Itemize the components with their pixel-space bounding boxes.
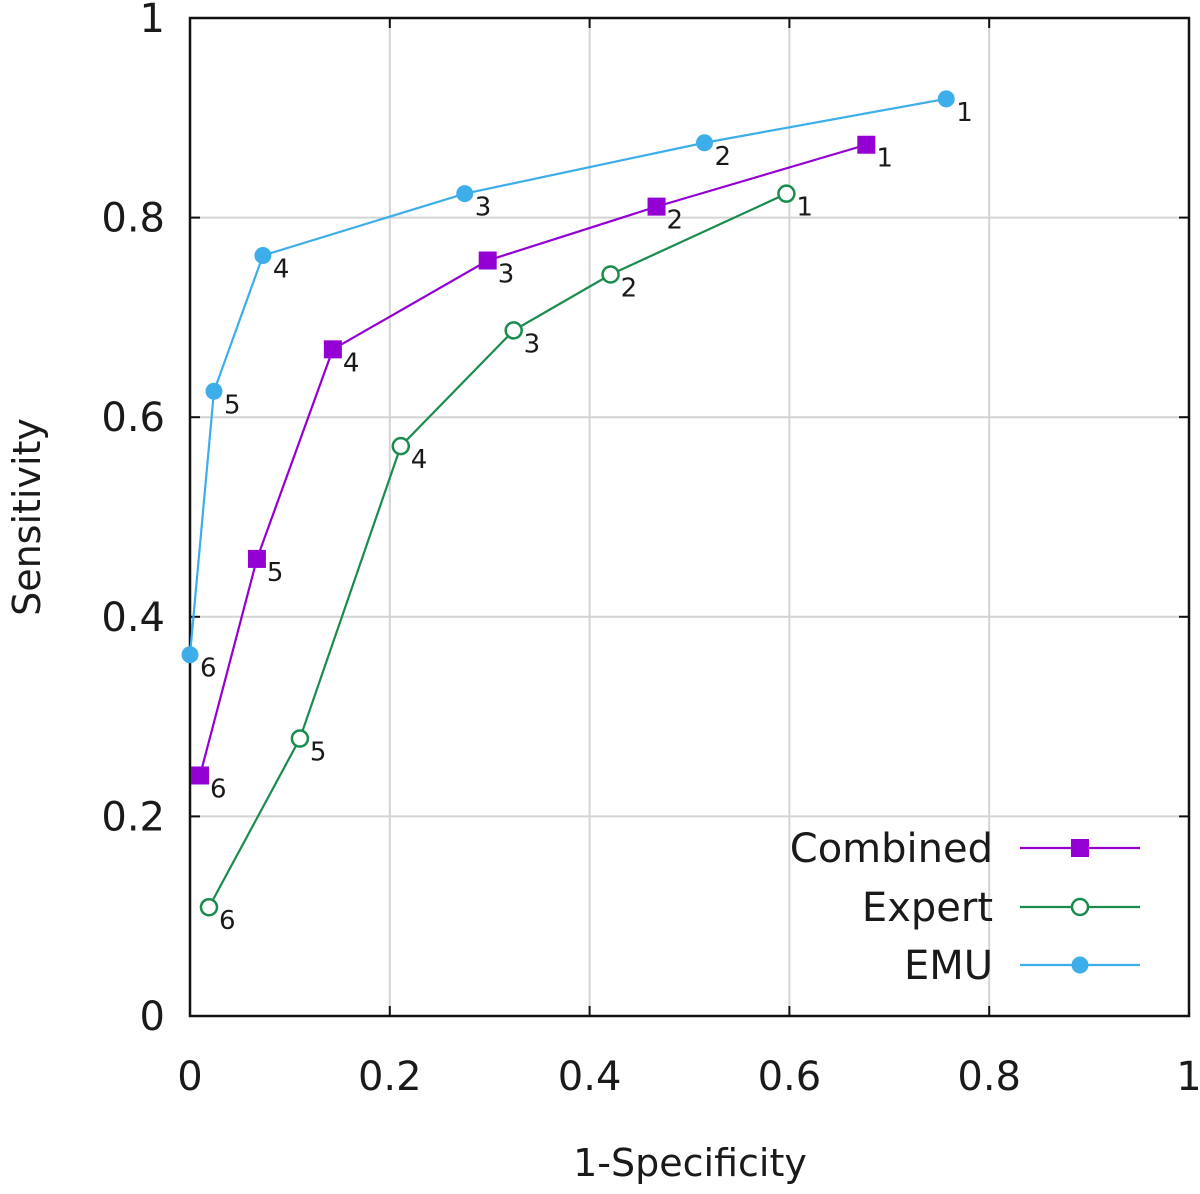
point-label: 5 <box>267 558 284 588</box>
data-point <box>777 184 796 203</box>
data-point <box>857 135 876 154</box>
series-emu: 1 2 3 4 5 6 <box>181 90 973 684</box>
legend-label: Combined <box>790 826 993 872</box>
grid-lines <box>190 18 1189 1016</box>
point-label: 3 <box>475 193 492 223</box>
series-line <box>188 97 947 655</box>
point-label: 1 <box>956 98 973 128</box>
point-label: 3 <box>498 260 515 290</box>
data-point <box>601 265 620 284</box>
y-tick-label: 0.2 <box>101 794 165 840</box>
legend-marker <box>1071 839 1089 857</box>
data-point <box>190 766 209 785</box>
y-tick-label: 1 <box>140 0 165 42</box>
x-tick-label: 0 <box>177 1054 202 1100</box>
data-point <box>504 321 523 340</box>
point-label: 1 <box>876 144 893 174</box>
point-label: 1 <box>796 193 813 223</box>
series-layer: 1 2 3 4 5 6 1 2 3 4 5 6 1 2 3 4 5 6 <box>181 90 973 936</box>
data-point <box>181 646 199 664</box>
point-label: 6 <box>200 654 217 684</box>
x-tick-label: 1 <box>1176 1054 1200 1100</box>
series-combined: 1 2 3 4 5 6 <box>190 135 893 804</box>
data-point <box>247 549 266 568</box>
legend-item-expert: Expert <box>862 885 1140 931</box>
legend-label: EMU <box>904 943 993 989</box>
data-point <box>937 90 955 108</box>
axis-ticks: 0 0.2 0.4 0.6 0.8 1 0 0.2 0.4 0.6 0.8 1 <box>101 0 1200 1100</box>
point-label: 2 <box>667 206 684 236</box>
point-label: 4 <box>343 348 360 378</box>
data-point <box>647 197 666 216</box>
point-label: 4 <box>411 445 428 475</box>
point-label: 6 <box>219 906 236 936</box>
legend-label: Expert <box>862 885 993 931</box>
y-tick-label: 0.8 <box>101 196 165 242</box>
legend-marker <box>1070 897 1090 917</box>
point-label: 5 <box>310 738 327 768</box>
point-label: 2 <box>714 142 731 172</box>
x-tick-label: 0.8 <box>957 1054 1021 1100</box>
point-label: 4 <box>273 255 290 285</box>
data-point <box>695 134 713 152</box>
data-point <box>205 382 223 400</box>
y-tick-label: 0 <box>140 994 165 1040</box>
point-label: 3 <box>524 329 541 359</box>
legend-marker <box>1071 956 1089 974</box>
y-tick-label: 0.4 <box>101 595 165 641</box>
legend: Combined Expert EMU <box>790 826 1140 989</box>
point-label: 2 <box>621 273 638 303</box>
data-point <box>478 251 497 270</box>
data-point <box>290 729 310 748</box>
point-label: 6 <box>210 774 227 804</box>
y-tick-label: 0.6 <box>101 395 165 441</box>
data-point <box>456 185 474 203</box>
series-line <box>198 143 867 776</box>
x-tick-label: 0.4 <box>558 1054 622 1100</box>
data-point <box>199 897 219 917</box>
x-tick-label: 0.2 <box>358 1054 422 1100</box>
x-axis-label: 1-Specificity <box>573 1141 807 1185</box>
x-tick-label: 0.6 <box>758 1054 822 1100</box>
y-axis-label: Sensitivity <box>5 418 49 616</box>
series-line <box>208 192 787 908</box>
point-label: 5 <box>224 390 241 420</box>
legend-item-emu: EMU <box>904 943 1140 989</box>
legend-item-combined: Combined <box>790 826 1140 872</box>
data-point <box>254 247 272 265</box>
data-point <box>323 340 342 359</box>
data-point <box>391 436 411 456</box>
plot-frame <box>188 16 1191 1018</box>
series-expert: 1 2 3 4 5 6 <box>199 184 813 936</box>
